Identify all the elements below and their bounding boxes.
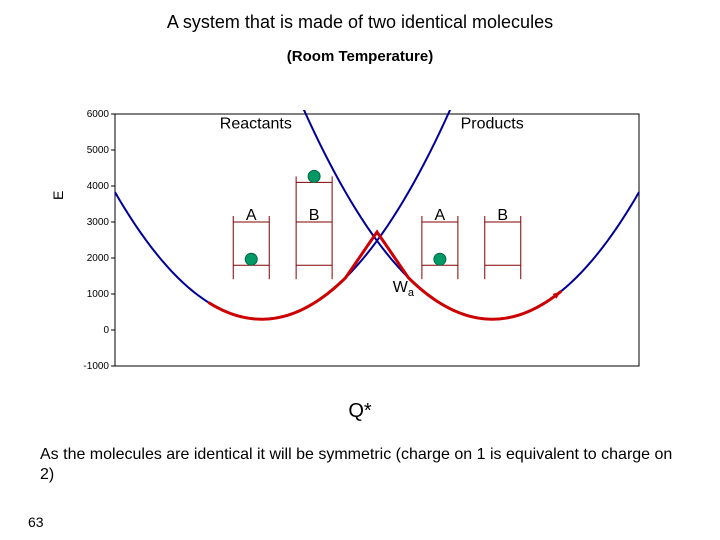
- svg-text:3000: 3000: [87, 217, 110, 228]
- svg-text:0: 0: [103, 325, 109, 336]
- page-number: 63: [28, 514, 44, 530]
- svg-text:B: B: [309, 207, 320, 224]
- svg-text:2000: 2000: [87, 253, 110, 264]
- page-subtitle: (Room Temperature): [0, 48, 720, 65]
- caption-text: As the molecules are identical it will b…: [40, 445, 680, 485]
- svg-text:-1000: -1000: [83, 361, 109, 370]
- svg-text:A: A: [435, 207, 446, 224]
- svg-text:1000: 1000: [87, 289, 110, 300]
- svg-text:Reactants: Reactants: [220, 115, 292, 132]
- svg-text:B: B: [497, 207, 508, 224]
- x-axis-label: Q*: [0, 400, 720, 423]
- energy-diagram: -1000 0 1000 2000 3000 4000 5000 6000 Reactants P…: [75, 110, 645, 370]
- svg-text:A: A: [246, 207, 257, 224]
- svg-text:5000: 5000: [87, 145, 110, 156]
- y-axis-label: E: [50, 191, 66, 200]
- svg-text:Products: Products: [461, 115, 524, 132]
- svg-text:4000: 4000: [87, 181, 110, 192]
- page-title: A system that is made of two identical m…: [0, 12, 720, 33]
- svg-text:6000: 6000: [87, 110, 110, 120]
